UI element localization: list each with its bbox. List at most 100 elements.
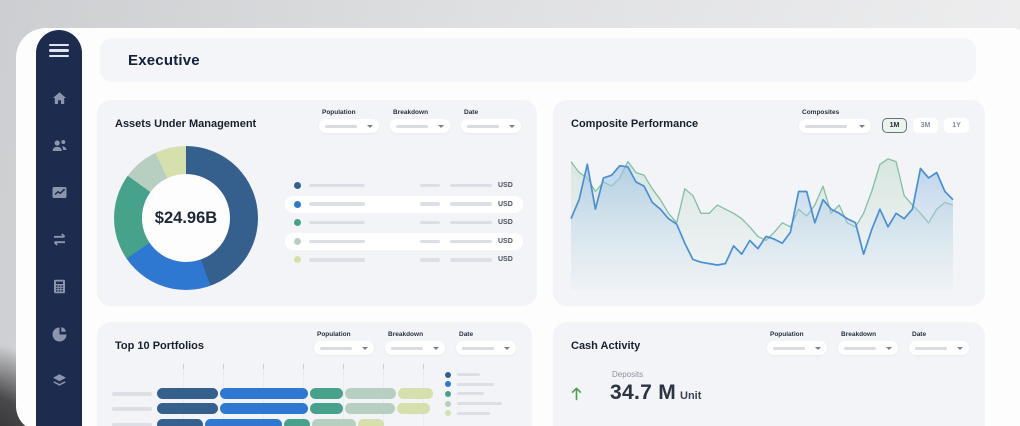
legend-label-placeholder <box>309 258 365 262</box>
date-select[interactable] <box>461 119 521 133</box>
hamburger-menu-icon[interactable] <box>49 44 69 57</box>
row-label-placeholder <box>112 423 152 426</box>
breakdown-select[interactable] <box>390 119 450 133</box>
filter-bar: Population Breakdown Date <box>767 331 969 355</box>
chevron-down-icon <box>367 125 373 128</box>
portfolio-legend-row <box>445 380 502 390</box>
range-button-1m[interactable]: 1M <box>882 118 907 133</box>
home-icon[interactable] <box>50 89 68 107</box>
legend-dot <box>445 391 451 397</box>
aum-legend-row: USD <box>285 177 523 194</box>
bar-segment <box>157 388 218 399</box>
breakdown-filter-label: Breakdown <box>841 331 898 338</box>
filter-bar: Population Breakdown Date <box>319 109 521 133</box>
composites-filter-label: Composites <box>802 109 871 116</box>
bar-segment <box>358 419 384 426</box>
population-filter-label: Population <box>770 331 827 338</box>
composites-select[interactable] <box>799 119 871 133</box>
population-select[interactable] <box>319 119 379 133</box>
main-panel: Executive Assets Under Management Popula… <box>16 28 1020 426</box>
bar-segment <box>157 403 218 414</box>
legend-label-placeholder <box>457 402 502 405</box>
donut-hole: $24.96B <box>142 174 230 262</box>
select-placeholder <box>325 125 357 128</box>
portfolio-legend-row <box>445 399 502 409</box>
aum-legend-row: USD <box>285 214 523 231</box>
pie-chart-icon[interactable] <box>50 324 68 342</box>
population-select[interactable] <box>767 341 827 355</box>
select-placeholder <box>467 125 499 128</box>
transfer-arrows-icon[interactable] <box>50 230 68 248</box>
layers-icon[interactable] <box>50 371 68 389</box>
legend-value-placeholder <box>450 202 492 206</box>
cash-activity-card: Cash Activity Population Breakdown Date <box>553 322 985 426</box>
users-icon[interactable] <box>50 136 68 154</box>
legend-label-placeholder <box>457 383 494 386</box>
population-select[interactable] <box>314 341 374 355</box>
legend-label-placeholder <box>309 240 365 244</box>
bar-segment <box>398 388 433 399</box>
population-filter-label: Population <box>322 109 379 116</box>
breakdown-select[interactable] <box>838 341 898 355</box>
select-placeholder <box>915 347 947 350</box>
legend-value-placeholder <box>450 221 492 225</box>
filter-bar: Composites 1M 3M 1Y <box>799 109 969 133</box>
legend-dot <box>445 410 451 416</box>
select-placeholder <box>320 347 352 350</box>
select-placeholder <box>844 347 876 350</box>
legend-value-placeholder <box>420 240 440 244</box>
legend-dot <box>445 401 451 407</box>
aum-legend-row: USD <box>285 251 523 268</box>
bar-segment <box>345 388 396 399</box>
top-10-portfolios-card: Top 10 Portfolios Population Breakdown D… <box>97 322 532 426</box>
legend-dot <box>294 182 301 189</box>
range-button-3m[interactable]: 3M <box>913 118 938 133</box>
portfolio-legend-row <box>445 389 502 399</box>
date-filter-label: Date <box>912 331 969 338</box>
chevron-down-icon <box>957 347 963 350</box>
legend-value-placeholder <box>450 258 492 262</box>
chevron-down-icon <box>433 347 439 350</box>
portfolio-row <box>112 419 152 426</box>
card-title: Top 10 Portfolios <box>115 340 204 352</box>
page-title: Executive <box>128 52 200 69</box>
select-placeholder <box>396 125 428 128</box>
deposits-label: Deposits <box>612 370 643 379</box>
currency-label: USD <box>498 201 514 208</box>
select-placeholder <box>805 125 847 128</box>
breakdown-select[interactable] <box>385 341 445 355</box>
bar-segment <box>312 419 356 426</box>
legend-value-placeholder <box>420 221 440 225</box>
range-button-1y[interactable]: 1Y <box>944 118 969 133</box>
page-header: Executive <box>100 38 976 82</box>
legend-dot <box>294 201 301 208</box>
row-label-placeholder <box>112 407 152 411</box>
bar-segment <box>345 403 395 414</box>
select-placeholder <box>773 347 805 350</box>
calculator-icon[interactable] <box>50 277 68 295</box>
chevron-down-icon <box>362 347 368 350</box>
date-select[interactable] <box>456 341 516 355</box>
date-select[interactable] <box>909 341 969 355</box>
currency-label: USD <box>498 219 514 226</box>
card-title: Assets Under Management <box>115 118 256 130</box>
composite-performance-card: Composite Performance Composites 1M 3M 1… <box>553 100 985 306</box>
bar-segment <box>220 388 308 399</box>
bar-segment <box>157 419 203 426</box>
legend-dot <box>294 219 301 226</box>
legend-label-placeholder <box>457 392 484 395</box>
bar-segment <box>205 419 282 426</box>
aum-legend-row: USD <box>285 233 523 250</box>
area-chart-icon[interactable] <box>50 183 68 201</box>
bar-segment <box>397 403 430 414</box>
legend-dot <box>445 381 451 387</box>
legend-label-placeholder <box>457 373 480 376</box>
range-toggle-group: 1M 3M 1Y <box>882 109 969 133</box>
bar-stack <box>157 403 430 414</box>
select-placeholder <box>391 347 423 350</box>
date-filter-label: Date <box>459 331 516 338</box>
chevron-down-icon <box>504 347 510 350</box>
portfolio-row <box>112 388 152 399</box>
population-filter-label: Population <box>317 331 374 338</box>
deposits-value-row: 34.7 M Unit <box>610 381 701 405</box>
